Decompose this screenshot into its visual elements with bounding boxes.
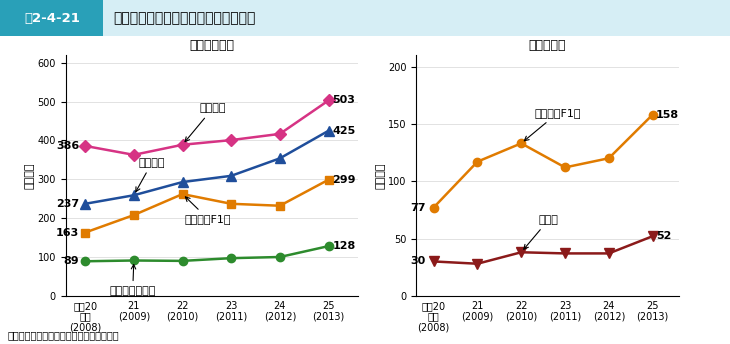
Text: 乳用種: 乳用種: [524, 215, 558, 249]
Text: ホルスタイン種: ホルスタイン種: [110, 265, 156, 296]
Text: 128: 128: [332, 241, 356, 251]
Bar: [103, 0, 730, 36]
Text: 交雑種（F1）: 交雑種（F1）: [524, 108, 581, 141]
Text: 52: 52: [656, 231, 672, 241]
Title: （初生牛）: （初生牛）: [529, 40, 566, 53]
Text: 肉用子牛及び初生牛の取引価格の推移: 肉用子牛及び初生牛の取引価格の推移: [113, 11, 256, 25]
Text: 褐毛和種: 褐毛和種: [136, 158, 165, 192]
Text: 386: 386: [56, 141, 80, 151]
Y-axis label: 千円／頭: 千円／頭: [375, 162, 385, 189]
Title: （肉用子牛）: （肉用子牛）: [189, 40, 234, 53]
Text: 158: 158: [656, 110, 679, 120]
Text: 299: 299: [332, 175, 356, 185]
Text: 425: 425: [332, 126, 356, 136]
Bar: [0, 0, 103, 36]
Text: 図2-4-21: 図2-4-21: [24, 12, 80, 24]
Text: 163: 163: [56, 227, 80, 238]
Text: 89: 89: [64, 256, 80, 266]
Y-axis label: 千円／頭: 千円／頭: [25, 162, 35, 189]
Text: 503: 503: [332, 96, 356, 106]
Text: 交雑種（F1）: 交雑種（F1）: [185, 197, 231, 224]
Text: 30: 30: [410, 256, 426, 267]
Text: 資料：独立行政法人農畜産業振興機構調べ: 資料：独立行政法人農畜産業振興機構調べ: [7, 331, 119, 341]
Text: 黒毛和種: 黒毛和種: [185, 103, 226, 142]
Text: 237: 237: [56, 199, 80, 209]
Text: 77: 77: [410, 203, 426, 213]
